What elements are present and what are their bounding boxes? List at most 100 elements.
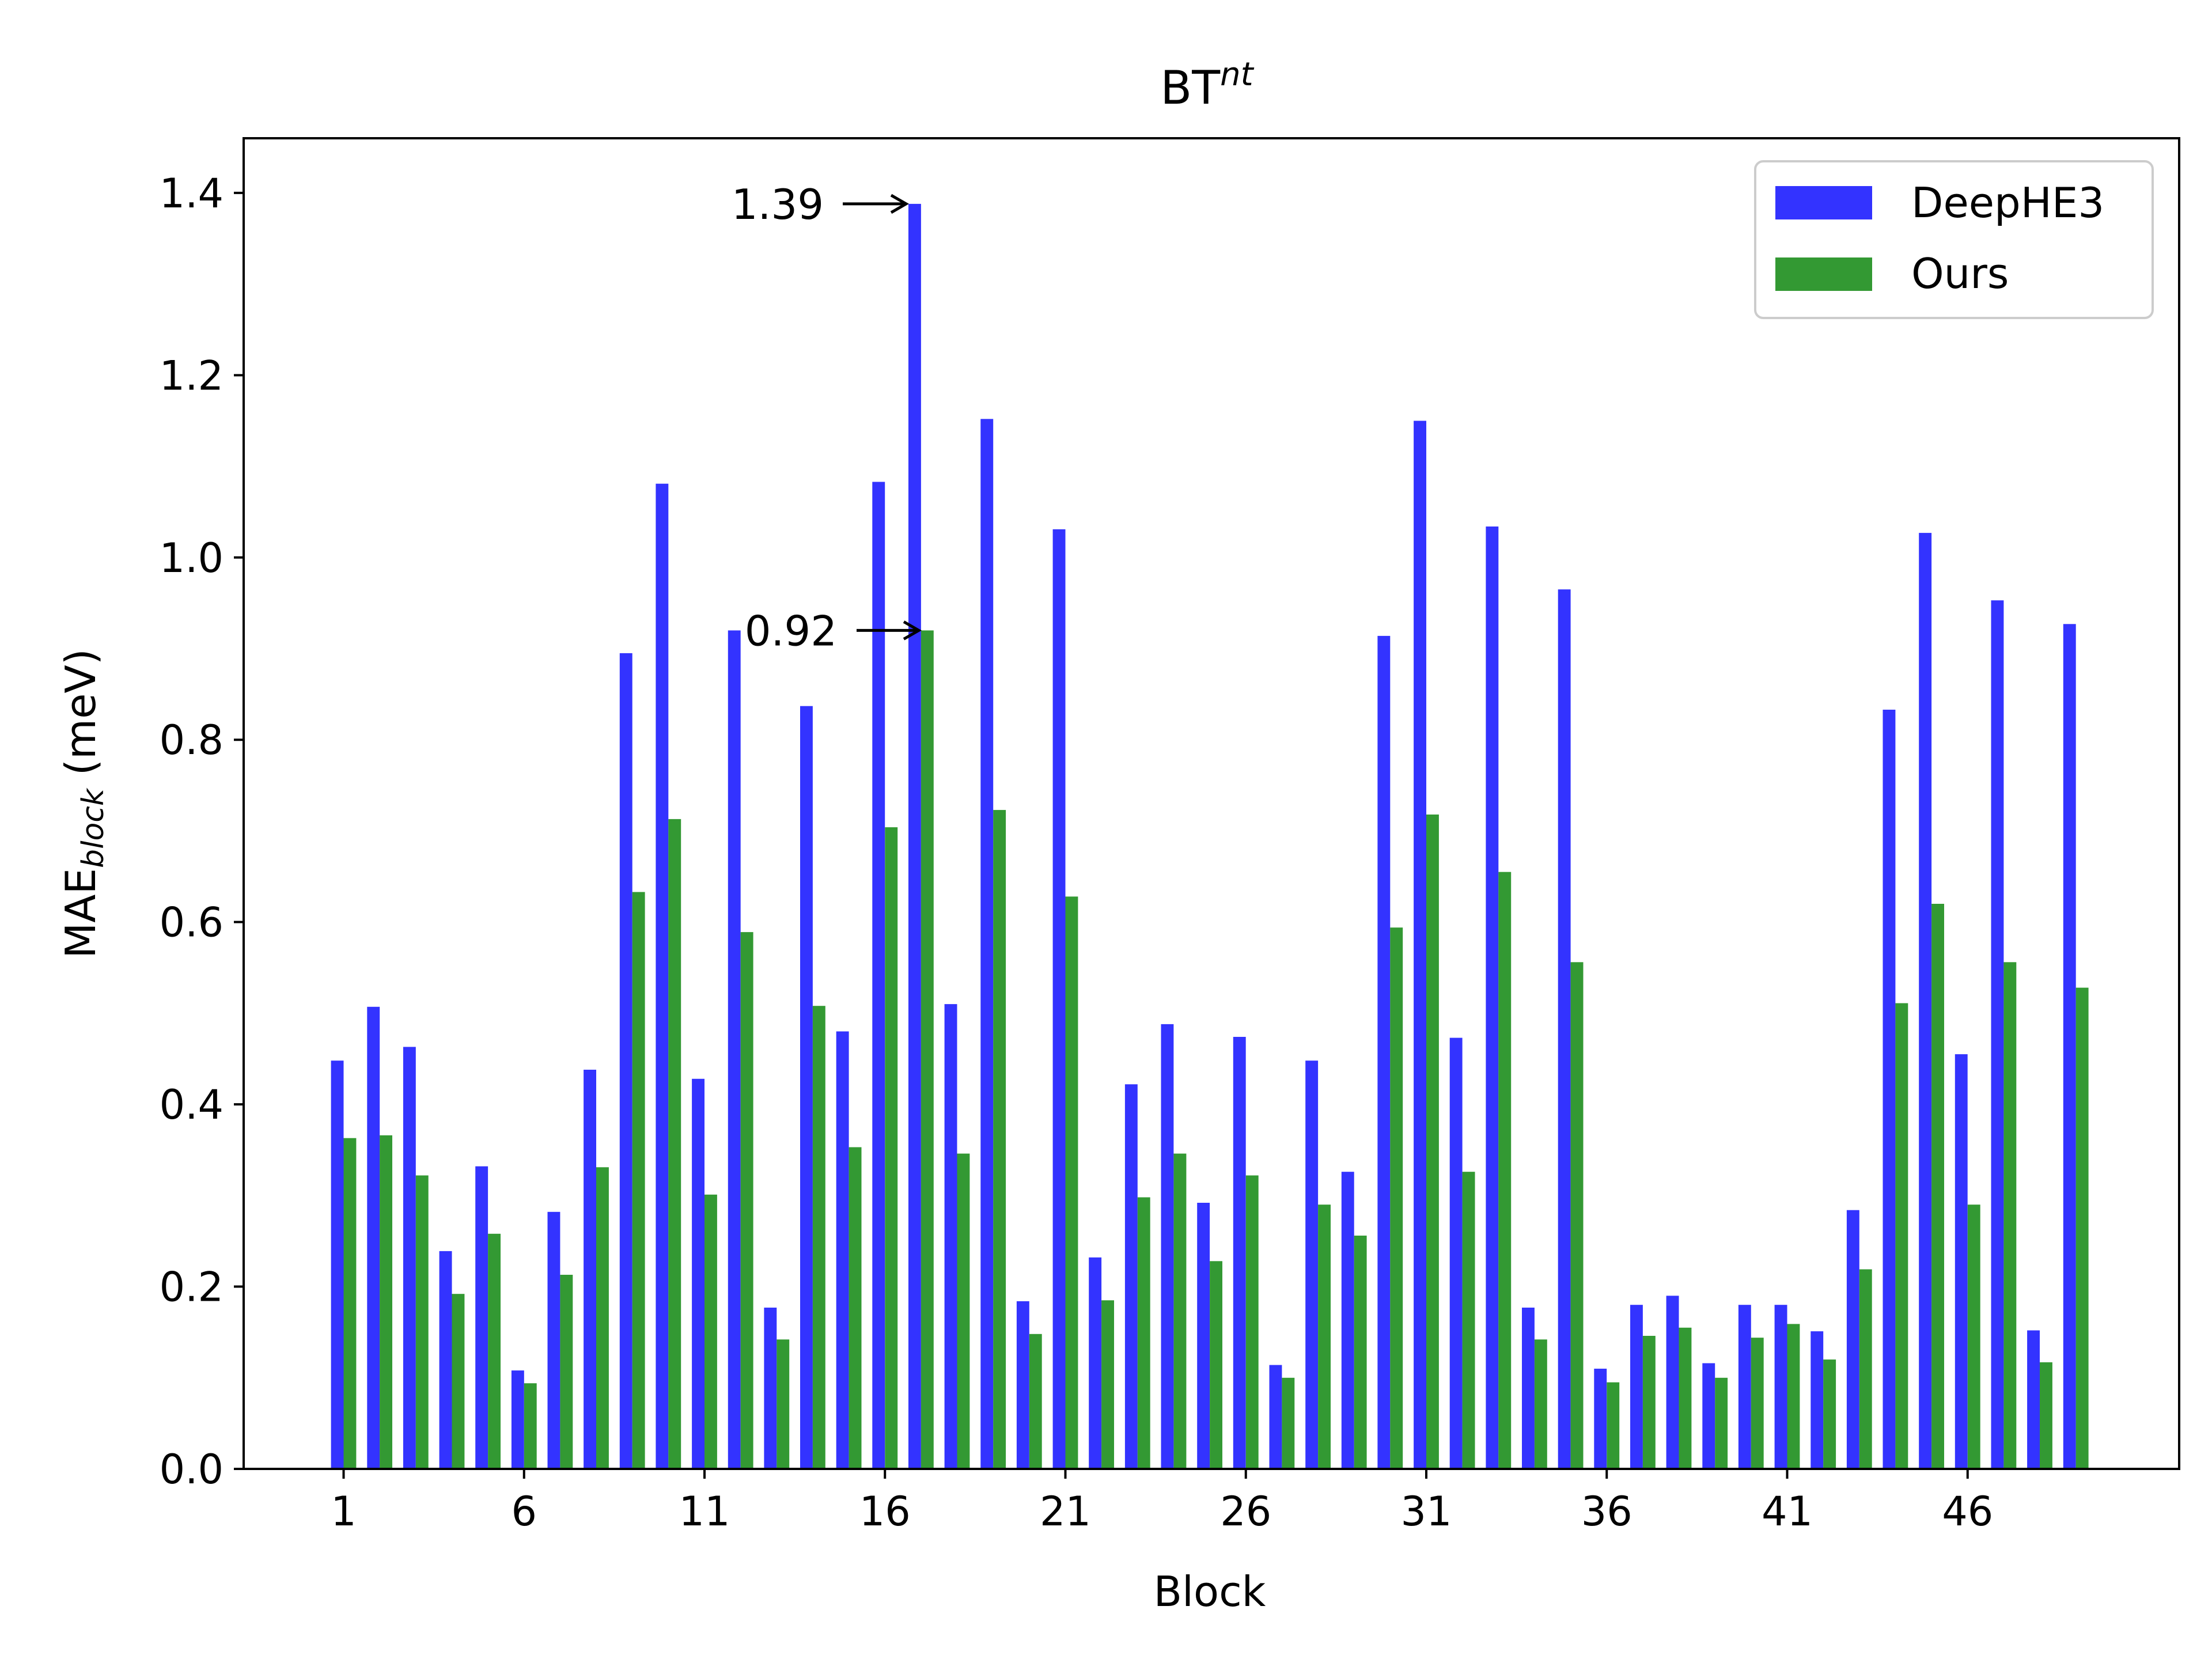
bar-deephe3-8 [584, 1070, 596, 1469]
bar-ours-15 [849, 1147, 862, 1469]
x-tick-label: 41 [1762, 1488, 1813, 1535]
bar-deephe3-15 [836, 1031, 849, 1469]
bar-deephe3-6 [511, 1370, 524, 1469]
bar-deephe3-40 [1738, 1305, 1751, 1469]
bar-ours-1 [343, 1138, 357, 1469]
bar-ours-28 [1318, 1205, 1331, 1469]
bar-ours-25 [1210, 1261, 1222, 1469]
bar-ours-35 [1570, 962, 1584, 1469]
bar-ours-13 [777, 1339, 790, 1469]
bar-deephe3-32 [1449, 1037, 1463, 1469]
bar-deephe3-38 [1666, 1296, 1679, 1469]
bar-deephe3-49 [2063, 624, 2076, 1469]
x-axis: 1 6 11 16 21 26 31 36 41 46 [331, 1469, 1993, 1535]
legend-swatch-ours [1775, 257, 1872, 291]
bar-deephe3-24 [1161, 1024, 1174, 1469]
bar-deephe3-3 [403, 1047, 416, 1469]
bar-deephe3-17 [908, 203, 921, 1469]
bar-ours-16 [885, 827, 898, 1469]
bar-ours-21 [1065, 896, 1078, 1469]
bar-deephe3-16 [872, 482, 885, 1469]
y-tick-label: 0.8 [160, 717, 224, 764]
bar-ours-6 [524, 1383, 537, 1469]
legend: DeepHE3 Ours [1754, 160, 2154, 319]
bar-ours-30 [1390, 927, 1403, 1469]
bar-ours-5 [488, 1233, 501, 1469]
bar-deephe3-5 [475, 1166, 488, 1469]
bar-ours-32 [1462, 1172, 1475, 1469]
bar-deephe3-45 [1919, 533, 1932, 1469]
bar-ours-41 [1787, 1324, 1800, 1469]
bar-deephe3-29 [1341, 1172, 1354, 1469]
bar-deephe3-48 [2027, 1330, 2040, 1469]
bar-deephe3-35 [1558, 589, 1571, 1469]
bar-deephe3-1 [331, 1060, 344, 1469]
bar-ours-8 [596, 1167, 609, 1469]
y-axis-label-subscript: block [76, 787, 111, 868]
y-tick-label: 1.4 [160, 170, 224, 217]
bar-ours-34 [1534, 1339, 1547, 1469]
plot-frame [243, 137, 2180, 1470]
y-tick-label: 0.6 [160, 899, 224, 946]
bar-ours-47 [2003, 962, 2017, 1469]
bar-ours-11 [704, 1194, 717, 1469]
chart-title: BTnt [1160, 56, 1254, 115]
chart-title-main: BT [1160, 61, 1221, 115]
bar-ours-7 [560, 1275, 573, 1469]
chart-title-superscript: nt [1220, 56, 1254, 93]
bar-ours-36 [1607, 1382, 1620, 1469]
bar-ours-12 [740, 932, 753, 1469]
bar-deephe3-14 [800, 706, 813, 1469]
bar-ours-40 [1751, 1338, 1764, 1469]
bar-ours-37 [1642, 1336, 1656, 1469]
bar-deephe3-47 [1991, 600, 2004, 1469]
bar-deephe3-25 [1197, 1203, 1210, 1469]
bar-deephe3-20 [1016, 1301, 1029, 1469]
bar-ours-2 [380, 1135, 392, 1469]
bar-deephe3-33 [1486, 527, 1499, 1469]
x-tick-label: 11 [679, 1488, 730, 1535]
bar-ours-49 [2075, 987, 2089, 1469]
x-tick-label: 6 [511, 1488, 537, 1535]
bar-ours-33 [1498, 872, 1512, 1469]
y-tick-label: 0.4 [160, 1081, 224, 1128]
legend-swatch-deephe3 [1775, 186, 1872, 219]
bar-ours-17 [921, 630, 934, 1469]
bar-deephe3-46 [1955, 1054, 1968, 1469]
bar-ours-3 [415, 1175, 429, 1469]
bar-ours-22 [1101, 1300, 1114, 1469]
x-tick-label: 16 [859, 1488, 911, 1535]
bar-deephe3-7 [547, 1211, 560, 1469]
annotation-label-0-92: 0.92 [745, 607, 837, 655]
bar-ours-18 [957, 1153, 970, 1469]
bar-deephe3-23 [1124, 1084, 1138, 1469]
x-tick-label: 21 [1040, 1488, 1091, 1535]
bar-ours-38 [1679, 1327, 1692, 1469]
bar-deephe3-37 [1630, 1305, 1643, 1469]
bar-deephe3-13 [764, 1308, 777, 1469]
annotations: 1.39 0.92 [732, 180, 922, 655]
y-axis-label-unit: (meV) [56, 649, 105, 789]
bar-ours-48 [2040, 1362, 2052, 1469]
bar-ours-26 [1245, 1175, 1259, 1469]
bar-ours-29 [1354, 1236, 1367, 1469]
bar-ours-14 [812, 1006, 825, 1469]
annotation-arrow-head [890, 194, 910, 214]
bar-deephe3-9 [619, 653, 632, 1469]
bar-deephe3-22 [1089, 1257, 1102, 1469]
y-tick-label: 1.0 [160, 535, 224, 582]
y-tick-label: 0.2 [160, 1264, 224, 1311]
bar-deephe3-34 [1522, 1308, 1535, 1469]
bar-ours-31 [1426, 815, 1439, 1469]
y-axis-label-main: MAE [56, 868, 105, 959]
y-axis-label: MAEblock (meV) [56, 649, 111, 959]
bar-deephe3-10 [656, 483, 669, 1469]
bar-deephe3-28 [1305, 1060, 1319, 1469]
bar-deephe3-41 [1774, 1305, 1787, 1469]
bar-deephe3-19 [980, 419, 994, 1469]
y-tick-label: 0.0 [160, 1446, 224, 1493]
bar-ours-20 [1029, 1334, 1042, 1469]
bar-deephe3-30 [1377, 635, 1391, 1469]
bar-ours-9 [632, 892, 645, 1469]
